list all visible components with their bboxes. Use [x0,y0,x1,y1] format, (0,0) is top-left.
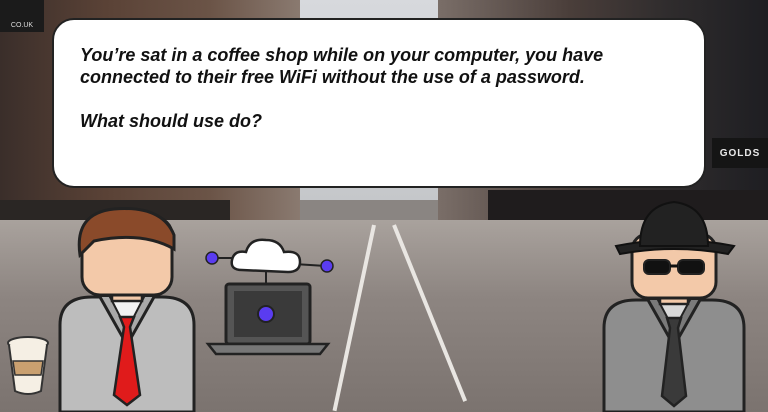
user-character [58,207,196,412]
coffee-cup-icon [7,336,49,395]
network-diagram [205,238,334,356]
shop-sign-left: CO.UK [0,0,44,32]
cloud-icon [230,238,302,274]
speech-bubble: You’re sat in a coffee shop while on you… [52,18,706,188]
question-text: What should use do? [80,111,262,131]
node-laptop [257,305,275,323]
node-right [320,259,334,273]
hacker-character [602,200,746,412]
scenario-text: You’re sat in a coffee shop while on you… [80,45,604,87]
node-left [205,251,219,265]
shop-sign-right: GOLDS [712,138,768,168]
